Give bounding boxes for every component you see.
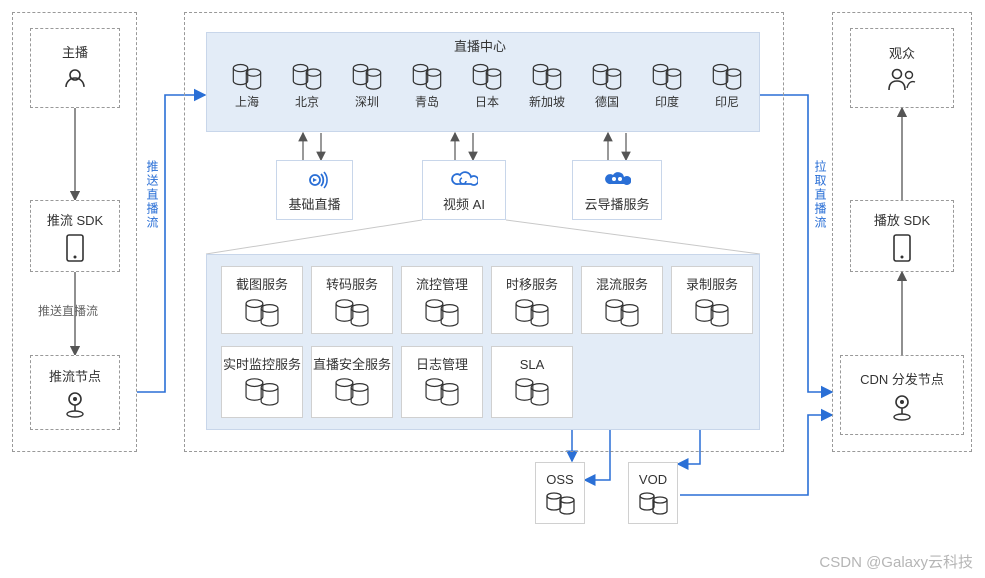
region-2: 深圳 bbox=[342, 60, 392, 110]
subservice-label: 混流服务 bbox=[596, 274, 648, 293]
audience-node: 观众 bbox=[850, 28, 954, 108]
oss-box: OSS bbox=[535, 462, 585, 524]
director-box: 云导播服务 bbox=[572, 160, 662, 220]
cdn-node-label: CDN 分发节点 bbox=[860, 369, 944, 388]
region-0: 上海 bbox=[222, 60, 272, 110]
database-icon bbox=[289, 60, 325, 90]
database-icon bbox=[511, 374, 553, 406]
subservice-r2-2: 日志管理 bbox=[401, 346, 483, 418]
subservice-r2-1: 直播安全服务 bbox=[311, 346, 393, 418]
database-icon bbox=[331, 295, 373, 327]
region-3: 青岛 bbox=[402, 60, 452, 110]
database-icon bbox=[421, 295, 463, 327]
play-sdk-label: 播放 SDK bbox=[874, 210, 930, 229]
subservice-label: 录制服务 bbox=[686, 274, 738, 293]
region-label: 新加坡 bbox=[529, 93, 565, 110]
region-label: 印度 bbox=[655, 93, 679, 110]
vod-label: VOD bbox=[639, 472, 667, 487]
push-flow-center-label: 推送直播流 bbox=[144, 160, 161, 230]
audience-label: 观众 bbox=[889, 43, 915, 62]
push-sdk-node: 推流 SDK bbox=[30, 200, 120, 272]
video-ai-box: 视频 AI bbox=[422, 160, 506, 220]
database-icon bbox=[709, 60, 745, 90]
pull-flow-label: 拉取直播流 bbox=[812, 160, 829, 230]
subservice-label: 日志管理 bbox=[416, 358, 468, 373]
region-6: 德国 bbox=[582, 60, 632, 110]
region-7: 印度 bbox=[642, 60, 692, 110]
people-icon bbox=[885, 66, 919, 94]
location-pin-icon bbox=[62, 389, 88, 419]
host-label: 主播 bbox=[62, 42, 88, 61]
basic-live-box: 基础直播 bbox=[276, 160, 353, 220]
cdn-node: CDN 分发节点 bbox=[840, 355, 964, 435]
push-sdk-label: 推流 SDK bbox=[47, 210, 103, 229]
director-label: 云导播服务 bbox=[584, 194, 649, 213]
region-label: 印尼 bbox=[715, 93, 739, 110]
region-label: 上海 bbox=[235, 93, 259, 110]
region-label: 日本 bbox=[475, 93, 499, 110]
region-label: 北京 bbox=[295, 93, 319, 110]
database-icon bbox=[421, 374, 463, 406]
subservice-label: 实时监控服务 bbox=[223, 358, 301, 373]
database-icon bbox=[601, 295, 643, 327]
video-ai-label: 视频 AI bbox=[443, 194, 485, 213]
database-icon bbox=[649, 60, 685, 90]
subservice-r1-3: 时移服务 bbox=[491, 266, 573, 334]
subservice-r1-5: 录制服务 bbox=[671, 266, 753, 334]
vod-box: VOD bbox=[628, 462, 678, 524]
watermark-text: CSDN @Galaxy云科技 bbox=[819, 551, 973, 572]
subservice-r1-0: 截图服务 bbox=[221, 266, 303, 334]
database-icon bbox=[589, 60, 625, 90]
subservice-label: 直播安全服务 bbox=[313, 358, 391, 373]
center-title: 直播中心 bbox=[420, 36, 540, 55]
subservice-label: 流控管理 bbox=[416, 274, 468, 293]
cloud-ai-icon bbox=[450, 168, 478, 190]
person-icon bbox=[60, 65, 90, 95]
database-icon bbox=[349, 60, 385, 90]
database-icon bbox=[691, 295, 733, 327]
database-icon bbox=[331, 374, 373, 406]
oss-label: OSS bbox=[546, 472, 573, 487]
database-icon bbox=[409, 60, 445, 90]
subservice-label: 截图服务 bbox=[236, 274, 288, 293]
database-icon bbox=[511, 295, 553, 327]
database-icon bbox=[469, 60, 505, 90]
cloud-director-icon bbox=[603, 168, 631, 190]
region-label: 青岛 bbox=[415, 93, 439, 110]
subservice-r2-0: 实时监控服务 bbox=[221, 346, 303, 418]
region-label: 德国 bbox=[595, 93, 619, 110]
subservice-r1-4: 混流服务 bbox=[581, 266, 663, 334]
push-node-node: 推流节点 bbox=[30, 355, 120, 430]
broadcast-icon bbox=[302, 168, 328, 190]
play-sdk-node: 播放 SDK bbox=[850, 200, 954, 272]
push-flow-node-label: 推送直播流 bbox=[38, 302, 98, 319]
database-icon bbox=[543, 489, 577, 515]
database-icon bbox=[229, 60, 265, 90]
region-5: 新加坡 bbox=[522, 60, 572, 110]
location-pin-icon bbox=[889, 392, 915, 422]
basic-live-label: 基础直播 bbox=[288, 194, 340, 213]
database-icon bbox=[529, 60, 565, 90]
subservice-label: 转码服务 bbox=[326, 274, 378, 293]
region-4: 日本 bbox=[462, 60, 512, 110]
phone-icon bbox=[892, 233, 912, 263]
subservice-r1-1: 转码服务 bbox=[311, 266, 393, 334]
subservice-label: SLA bbox=[520, 358, 545, 373]
region-8: 印尼 bbox=[702, 60, 752, 110]
subservice-r1-2: 流控管理 bbox=[401, 266, 483, 334]
subservice-r2-3: SLA bbox=[491, 346, 573, 418]
region-1: 北京 bbox=[282, 60, 332, 110]
host-node: 主播 bbox=[30, 28, 120, 108]
phone-icon bbox=[65, 233, 85, 263]
database-icon bbox=[636, 489, 670, 515]
subservice-label: 时移服务 bbox=[506, 274, 558, 293]
database-icon bbox=[241, 295, 283, 327]
push-node-label: 推流节点 bbox=[49, 366, 101, 385]
database-icon bbox=[241, 374, 283, 406]
region-label: 深圳 bbox=[355, 93, 379, 110]
